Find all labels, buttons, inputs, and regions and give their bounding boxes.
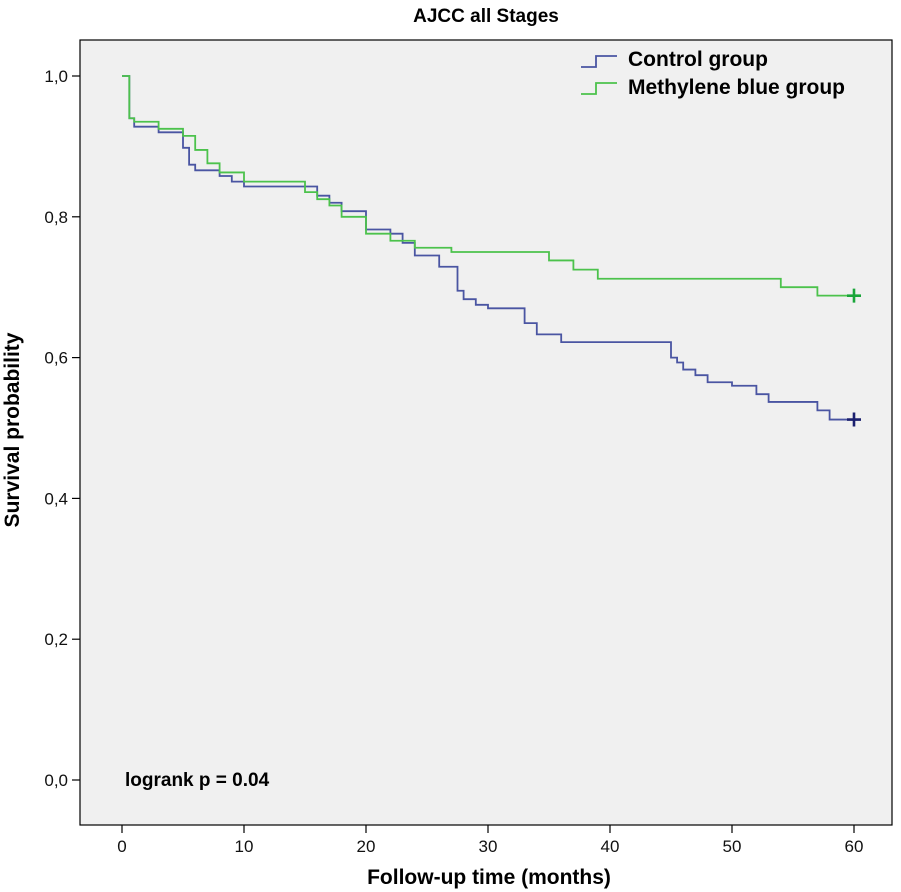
- censor-mark-control-group: [847, 412, 861, 427]
- legend-symbol-methylene-blue-group: [581, 82, 617, 95]
- x-tick-label: 20: [357, 837, 376, 856]
- chart-title: AJCC all Stages: [413, 6, 559, 27]
- series-line-methylene-blue-group: [122, 75, 854, 297]
- y-tick-label: 0,4: [44, 489, 68, 508]
- series-layer: [122, 75, 861, 427]
- x-tick-label: 10: [235, 837, 254, 856]
- x-tick-label: 30: [479, 837, 498, 856]
- y-tick-label: 0,2: [44, 630, 68, 649]
- x-tick-label: 60: [845, 837, 864, 856]
- y-tick-label: 0,8: [44, 208, 68, 227]
- plot-area: [79, 39, 893, 826]
- x-axis-ticks: 0 10 20 30 40 50 60: [117, 825, 863, 856]
- x-tick-label: 0: [117, 837, 126, 856]
- y-tick-label: 0,0: [44, 771, 68, 790]
- legend-label-methylene-blue-group: Methylene blue group: [628, 76, 845, 99]
- x-tick-label: 50: [723, 837, 742, 856]
- series-line-control-group: [122, 75, 854, 421]
- x-tick-label: 40: [601, 837, 620, 856]
- y-axis-ticks: 0,0 0,2 0,4 0,6 0,8 1,0: [44, 67, 80, 790]
- y-axis-label: Survival probability: [1, 332, 24, 527]
- legend-label-control-group: Control group: [628, 48, 768, 71]
- censor-mark-methylene-blue-group: [847, 288, 861, 303]
- x-axis-label: Follow-up time (months): [367, 866, 611, 889]
- y-tick-label: 0,6: [44, 349, 68, 368]
- legend-symbol-control-group: [581, 55, 617, 68]
- legend: Control group Methylene blue group: [581, 48, 845, 99]
- y-tick-label: 1,0: [44, 67, 68, 86]
- logrank-annotation: logrank p = 0.04: [125, 770, 270, 791]
